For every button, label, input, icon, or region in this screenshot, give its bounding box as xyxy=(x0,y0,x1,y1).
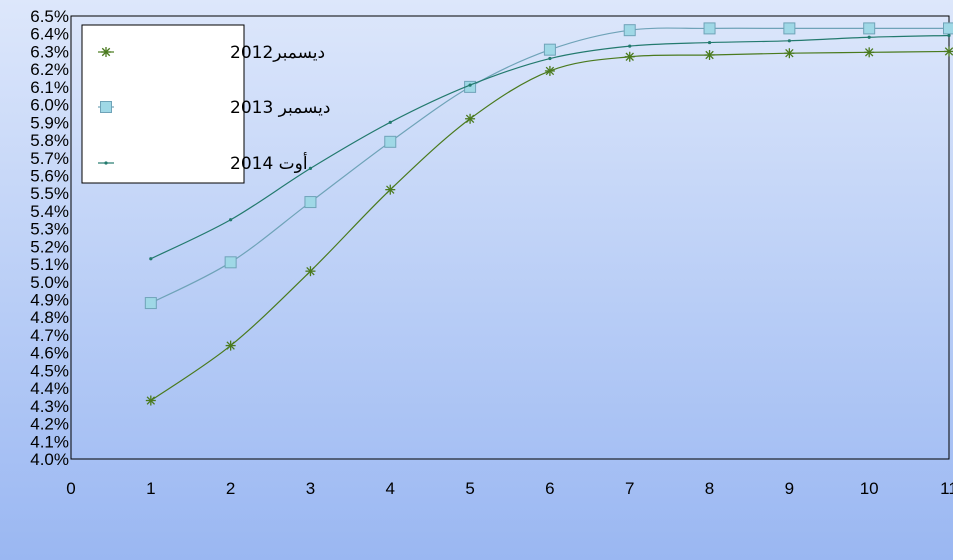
legend-label: أوت 2014 xyxy=(230,152,308,174)
y-tick-label: 4.6% xyxy=(30,344,69,363)
data-point xyxy=(703,22,716,35)
y-tick-label: 5.9% xyxy=(30,113,69,132)
data-point xyxy=(944,46,953,57)
series-2 xyxy=(144,22,953,310)
data-point xyxy=(304,196,317,209)
plot-area xyxy=(70,15,950,460)
data-point xyxy=(149,257,153,261)
y-tick-label: 5.4% xyxy=(30,202,69,221)
data-point xyxy=(468,83,472,87)
y-tick-label: 6.4% xyxy=(30,25,69,44)
legend-label: ديسمبر2012 xyxy=(230,43,325,63)
data-point xyxy=(465,113,476,124)
y-tick-label: 6.5% xyxy=(30,7,69,26)
x-tick-label: 8 xyxy=(705,479,714,498)
data-point xyxy=(144,297,157,310)
data-point xyxy=(867,35,871,39)
data-point xyxy=(548,56,552,61)
data-point xyxy=(943,22,953,35)
y-tick-label: 6.1% xyxy=(30,78,69,97)
data-point xyxy=(624,51,635,62)
data-point xyxy=(388,120,392,124)
x-tick-label: 11 xyxy=(940,479,953,498)
y-tick-label: 5.3% xyxy=(30,220,69,239)
series-line xyxy=(150,27,949,304)
data-point xyxy=(384,135,397,148)
series-3 xyxy=(149,33,951,261)
legend-marker xyxy=(100,101,112,113)
data-point xyxy=(787,39,791,43)
data-point xyxy=(863,22,876,35)
legend-label: ديسمبر 2013 xyxy=(230,98,330,118)
legend-marker xyxy=(101,47,111,57)
data-point xyxy=(783,22,796,35)
data-point xyxy=(543,43,556,56)
y-tick-label: 4.7% xyxy=(30,326,69,345)
legend: ديسمبر2012 ديسمبر 2013 أوت 2014 xyxy=(81,24,330,184)
x-tick-label: 10 xyxy=(860,479,879,498)
data-point xyxy=(864,47,875,58)
x-tick-label: 3 xyxy=(306,479,315,498)
y-tick-label: 4.9% xyxy=(30,291,69,310)
data-point xyxy=(305,266,316,277)
series-layer xyxy=(144,22,953,406)
data-point xyxy=(308,166,313,170)
x-tick-label: 0 xyxy=(66,479,75,498)
y-tick-label: 5.2% xyxy=(30,237,69,256)
data-point xyxy=(704,49,715,60)
series-1 xyxy=(145,46,953,406)
y-tick-label: 6.0% xyxy=(30,96,69,115)
data-point xyxy=(628,44,632,48)
x-axis-tick-labels: 0 1 2 3 4 5 6 7 8 9 10 11 xyxy=(66,479,953,498)
legend-item: ديسمبر2012 xyxy=(98,43,325,63)
data-point xyxy=(544,65,555,76)
data-point xyxy=(145,395,156,406)
y-tick-label: 4.5% xyxy=(30,361,69,380)
data-point xyxy=(224,256,237,269)
series-line xyxy=(150,34,950,260)
y-tick-label: 4.8% xyxy=(30,308,69,327)
x-tick-label: 7 xyxy=(625,479,634,498)
y-tick-label: 6.3% xyxy=(30,42,69,61)
x-tick-label: 5 xyxy=(465,479,474,498)
y-tick-label: 5.1% xyxy=(30,255,69,274)
legend-item: ديسمبر 2013 xyxy=(98,98,330,118)
series-line xyxy=(150,50,950,402)
y-tick-label: 4.3% xyxy=(30,397,69,416)
data-point xyxy=(385,184,396,195)
legend-item: أوت 2014 xyxy=(98,152,308,174)
data-point xyxy=(784,48,795,59)
data-point xyxy=(229,218,233,222)
data-point xyxy=(623,24,636,37)
y-tick-label: 4.2% xyxy=(30,415,69,434)
data-point xyxy=(225,340,236,351)
data-point xyxy=(947,33,951,38)
y-tick-label: 4.1% xyxy=(30,432,69,451)
y-tick-label: 4.0% xyxy=(30,450,69,469)
y-tick-label: 5.7% xyxy=(30,149,69,168)
x-tick-label: 9 xyxy=(785,479,794,498)
y-tick-label: 6.2% xyxy=(30,60,69,79)
y-tick-label: 5.0% xyxy=(30,273,69,292)
y-tick-label: 5.6% xyxy=(30,166,69,185)
x-tick-label: 6 xyxy=(545,479,554,498)
legend-marker xyxy=(104,161,108,165)
y-axis-tick-labels: 4.0%4.1%4.2%4.3%4.4%4.5%4.6%4.7%4.8%4.9%… xyxy=(30,7,69,469)
y-tick-label: 5.5% xyxy=(30,184,69,203)
data-point xyxy=(707,40,712,45)
x-tick-label: 1 xyxy=(146,479,155,498)
y-tick-label: 4.4% xyxy=(30,379,69,398)
x-tick-label: 4 xyxy=(386,479,395,498)
y-tick-label: 5.8% xyxy=(30,131,69,150)
x-tick-label: 2 xyxy=(226,479,235,498)
